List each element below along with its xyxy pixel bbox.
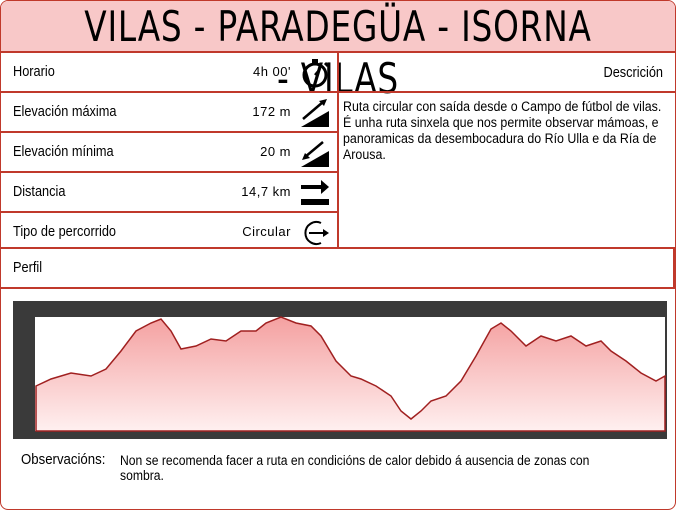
detail-row: Distancia 14,7 km xyxy=(1,173,337,213)
distance-icon xyxy=(301,180,329,205)
detail-label: Distancia xyxy=(13,183,66,200)
elevation-profile xyxy=(13,301,667,439)
detail-label: Elevación máxima xyxy=(13,103,117,120)
descent-icon xyxy=(301,141,329,167)
description-header: Descrición xyxy=(339,53,675,93)
description-text: Ruta circular con saída desde o Campo de… xyxy=(343,99,662,162)
detail-row: Elevación mínima 20 m xyxy=(1,133,337,173)
detail-label: Elevación mínima xyxy=(13,143,114,160)
stopwatch-icon xyxy=(302,59,330,88)
detail-value: Circular xyxy=(242,224,291,239)
detail-row: Elevación máxima 172 m xyxy=(1,93,337,133)
details-column: Horario 4h 00' Elevación máxima 172 m El… xyxy=(1,53,339,247)
detail-row: Tipo de percorrido Circular xyxy=(1,213,337,251)
description-title: Descrición xyxy=(603,64,663,81)
circular-icon xyxy=(304,221,329,245)
title-band: VILAS - PARADEGÜA - ISORNA - VILAS xyxy=(1,1,675,103)
ascent-icon xyxy=(301,99,329,127)
detail-value: 20 m xyxy=(260,144,291,159)
detail-value: 14,7 km xyxy=(241,184,291,199)
detail-label: Tipo de percorrido xyxy=(13,223,116,240)
detail-value: 4h 00' xyxy=(252,64,291,79)
detail-value: 172 m xyxy=(252,104,291,119)
profile-header: Perfil xyxy=(1,247,675,289)
profile-title: Perfil xyxy=(13,259,43,276)
detail-label: Horario xyxy=(13,63,55,80)
observations-label: Observacións: xyxy=(21,451,106,468)
detail-row: Horario 4h 00' xyxy=(1,53,337,93)
observations-text: Non se recomenda facer a ruta en condici… xyxy=(120,453,590,483)
